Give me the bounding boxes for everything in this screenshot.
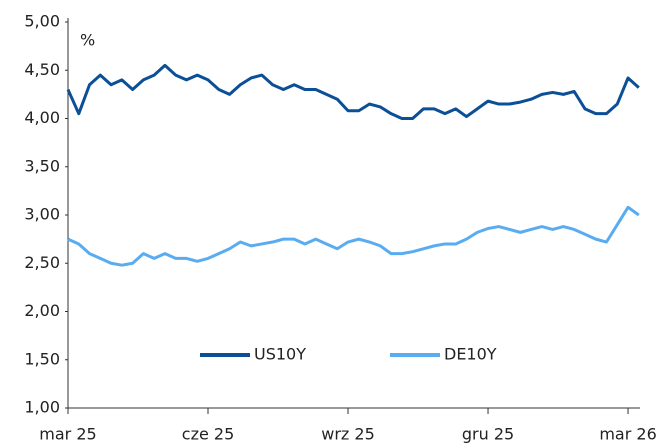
y-tick-label: 3,50 — [24, 156, 60, 175]
y-tick-label: 1,50 — [24, 349, 60, 368]
x-tick-label: wrz 25 — [321, 425, 375, 444]
y-tick-label: 2,50 — [24, 253, 60, 272]
line-series — [66, 63, 640, 120]
x-tick-label: mar 26 — [599, 425, 656, 444]
legend-label: DE10Y — [444, 345, 497, 364]
legend-label: US10Y — [254, 345, 306, 364]
x-tick-label: mar 25 — [39, 425, 96, 444]
y-tick-label: 4,50 — [24, 60, 60, 79]
y-tick-label: 4,00 — [24, 108, 60, 127]
y-tick-label: 3,00 — [24, 205, 60, 224]
y-tick-label: 2,00 — [24, 301, 60, 320]
y-tick-label: 5,00 — [24, 12, 60, 31]
line-series — [67, 205, 640, 267]
x-tick-label: gru 25 — [462, 425, 514, 444]
y-tick-label: 1,00 — [24, 398, 60, 417]
y-unit-label: % — [80, 31, 95, 50]
x-tick-label: cze 25 — [182, 425, 234, 444]
